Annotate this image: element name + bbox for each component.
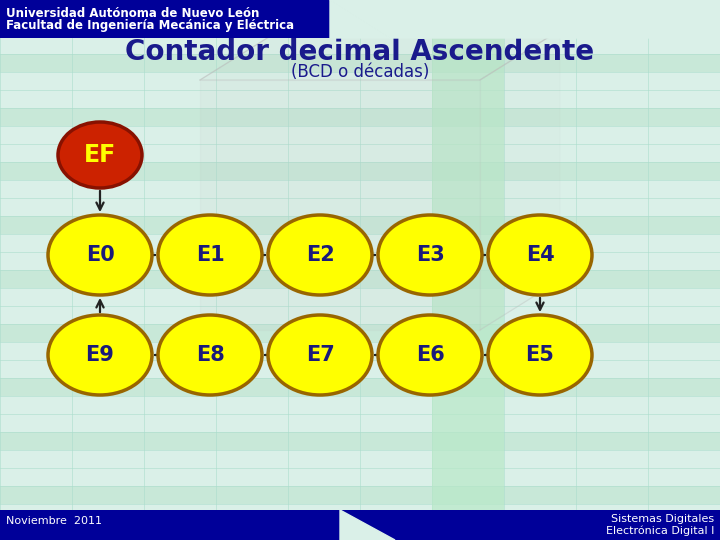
Text: Universidad Autónoma de Nuevo León: Universidad Autónoma de Nuevo León <box>6 7 259 20</box>
Ellipse shape <box>158 315 262 395</box>
Ellipse shape <box>378 315 482 395</box>
Ellipse shape <box>268 215 372 295</box>
Bar <box>0 432 720 450</box>
Ellipse shape <box>378 215 482 295</box>
Polygon shape <box>330 0 390 38</box>
Bar <box>0 360 720 378</box>
Bar <box>0 252 720 270</box>
Polygon shape <box>200 30 560 80</box>
Ellipse shape <box>48 315 152 395</box>
Bar <box>0 0 720 38</box>
Bar <box>0 198 720 216</box>
Bar <box>0 306 720 324</box>
Bar <box>0 126 720 144</box>
Text: Facultad de Ingeniería Mecánica y Eléctrica: Facultad de Ingeniería Mecánica y Eléctr… <box>6 19 294 32</box>
Bar <box>0 288 720 306</box>
Text: E5: E5 <box>526 345 554 365</box>
Text: E4: E4 <box>526 245 554 265</box>
Ellipse shape <box>488 315 592 395</box>
Bar <box>0 378 720 396</box>
Bar <box>0 162 720 180</box>
Text: E2: E2 <box>305 245 334 265</box>
Text: E1: E1 <box>196 245 225 265</box>
Bar <box>0 342 720 360</box>
Bar <box>0 504 720 522</box>
Bar <box>0 450 720 468</box>
Polygon shape <box>480 30 560 330</box>
Ellipse shape <box>48 215 152 295</box>
Bar <box>0 270 720 288</box>
Bar <box>200 80 480 330</box>
Bar <box>0 54 720 72</box>
Text: Contador decimal Ascendente: Contador decimal Ascendente <box>125 38 595 66</box>
Bar <box>0 90 720 108</box>
Ellipse shape <box>58 122 142 188</box>
Bar <box>0 234 720 252</box>
Bar <box>0 396 720 414</box>
Bar <box>432 0 504 540</box>
Bar <box>0 72 720 90</box>
Bar <box>0 486 720 504</box>
Bar <box>0 324 720 342</box>
Polygon shape <box>330 0 720 38</box>
Text: E6: E6 <box>415 345 444 365</box>
Bar <box>0 216 720 234</box>
Text: Noviembre  2011: Noviembre 2011 <box>6 516 102 526</box>
Bar <box>0 522 720 540</box>
Ellipse shape <box>158 215 262 295</box>
Bar <box>0 108 720 126</box>
Bar <box>0 144 720 162</box>
Polygon shape <box>340 510 395 540</box>
Bar <box>0 414 720 432</box>
Text: E7: E7 <box>305 345 334 365</box>
Text: E8: E8 <box>196 345 225 365</box>
Text: (BCD o décadas): (BCD o décadas) <box>291 63 429 81</box>
Text: E3: E3 <box>415 245 444 265</box>
Ellipse shape <box>268 315 372 395</box>
Bar <box>0 18 720 36</box>
Bar <box>0 468 720 486</box>
Bar <box>0 36 720 54</box>
Bar <box>0 180 720 198</box>
Text: EF: EF <box>84 143 116 167</box>
Text: Sistemas Digitales: Sistemas Digitales <box>611 514 714 524</box>
Text: E9: E9 <box>86 345 114 365</box>
Bar <box>0 0 720 38</box>
Ellipse shape <box>488 215 592 295</box>
Bar <box>0 0 720 18</box>
Text: Electrónica Digital I: Electrónica Digital I <box>606 525 714 536</box>
Bar <box>0 510 720 540</box>
Text: E0: E0 <box>86 245 114 265</box>
